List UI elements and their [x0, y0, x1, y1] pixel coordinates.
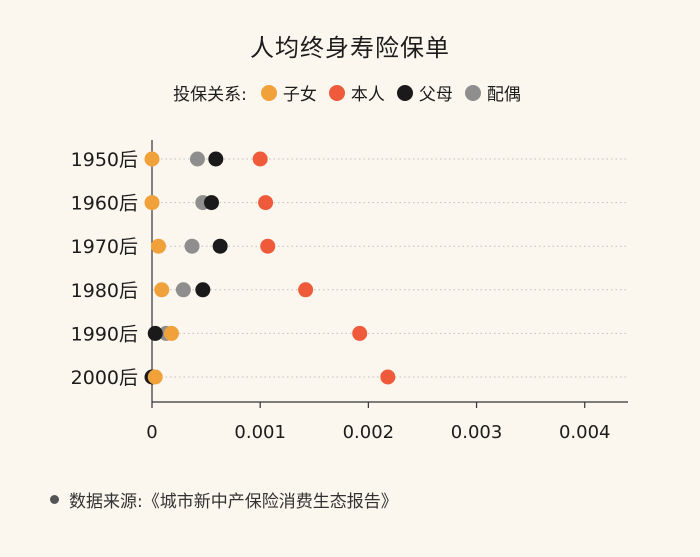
data-point: [352, 325, 368, 341]
legend-label: 子女: [282, 85, 317, 105]
data-point: [147, 369, 163, 385]
data-point: [189, 151, 205, 167]
data-point: [147, 325, 163, 341]
data-point: [163, 325, 179, 341]
data-point: [212, 238, 228, 254]
data-point: [144, 195, 160, 211]
legend-item-self: 本人: [328, 80, 385, 105]
legend-label: 本人: [350, 85, 385, 105]
source-note: 数据来源:《城市新中产保险消费生态报告》: [50, 487, 398, 512]
x-tick-label: 0.003: [451, 422, 503, 443]
y-tick-label: 2000后: [71, 367, 138, 389]
y-tick-label: 1980后: [71, 280, 138, 302]
data-point: [298, 282, 314, 298]
legend-swatch: [396, 84, 413, 101]
x-tick-label: 0: [146, 422, 157, 443]
bullet-icon: [50, 495, 59, 504]
legend: 投保关系: 子女 本人 父母 配偶: [0, 80, 700, 105]
legend-item-child: 子女: [260, 80, 317, 105]
data-point: [184, 238, 200, 254]
data-point: [175, 282, 191, 298]
legend-swatch: [260, 84, 277, 101]
legend-title: 投保关系:: [173, 85, 247, 105]
y-tick-label: 1960后: [71, 193, 138, 215]
y-tick-label: 1990后: [71, 323, 138, 345]
chart-title: 人均终身寿险保单: [250, 34, 450, 62]
data-point: [380, 369, 396, 385]
data-point: [258, 195, 274, 211]
legend-swatch: [328, 84, 345, 101]
x-tick-label: 0.001: [234, 422, 286, 443]
data-point: [260, 238, 276, 254]
legend-item-parents: 父母: [396, 80, 453, 105]
data-point: [154, 282, 170, 298]
data-point: [204, 195, 219, 211]
legend-label: 配偶: [486, 85, 521, 105]
data-point: [150, 238, 166, 254]
data-point: [252, 151, 268, 167]
data-point: [208, 151, 224, 167]
source-text: 数据来源:《城市新中产保险消费生态报告》: [69, 492, 398, 512]
y-tick-label: 1950后: [71, 149, 138, 171]
data-point: [144, 151, 160, 167]
y-tick-label: 1970后: [71, 236, 138, 258]
legend-item-spouse: 配偶: [464, 80, 521, 105]
x-tick-label: 0.002: [343, 422, 395, 443]
legend-label: 父母: [418, 85, 453, 105]
data-point: [195, 282, 211, 298]
legend-swatch: [464, 84, 481, 101]
x-tick-label: 0.004: [559, 422, 611, 443]
